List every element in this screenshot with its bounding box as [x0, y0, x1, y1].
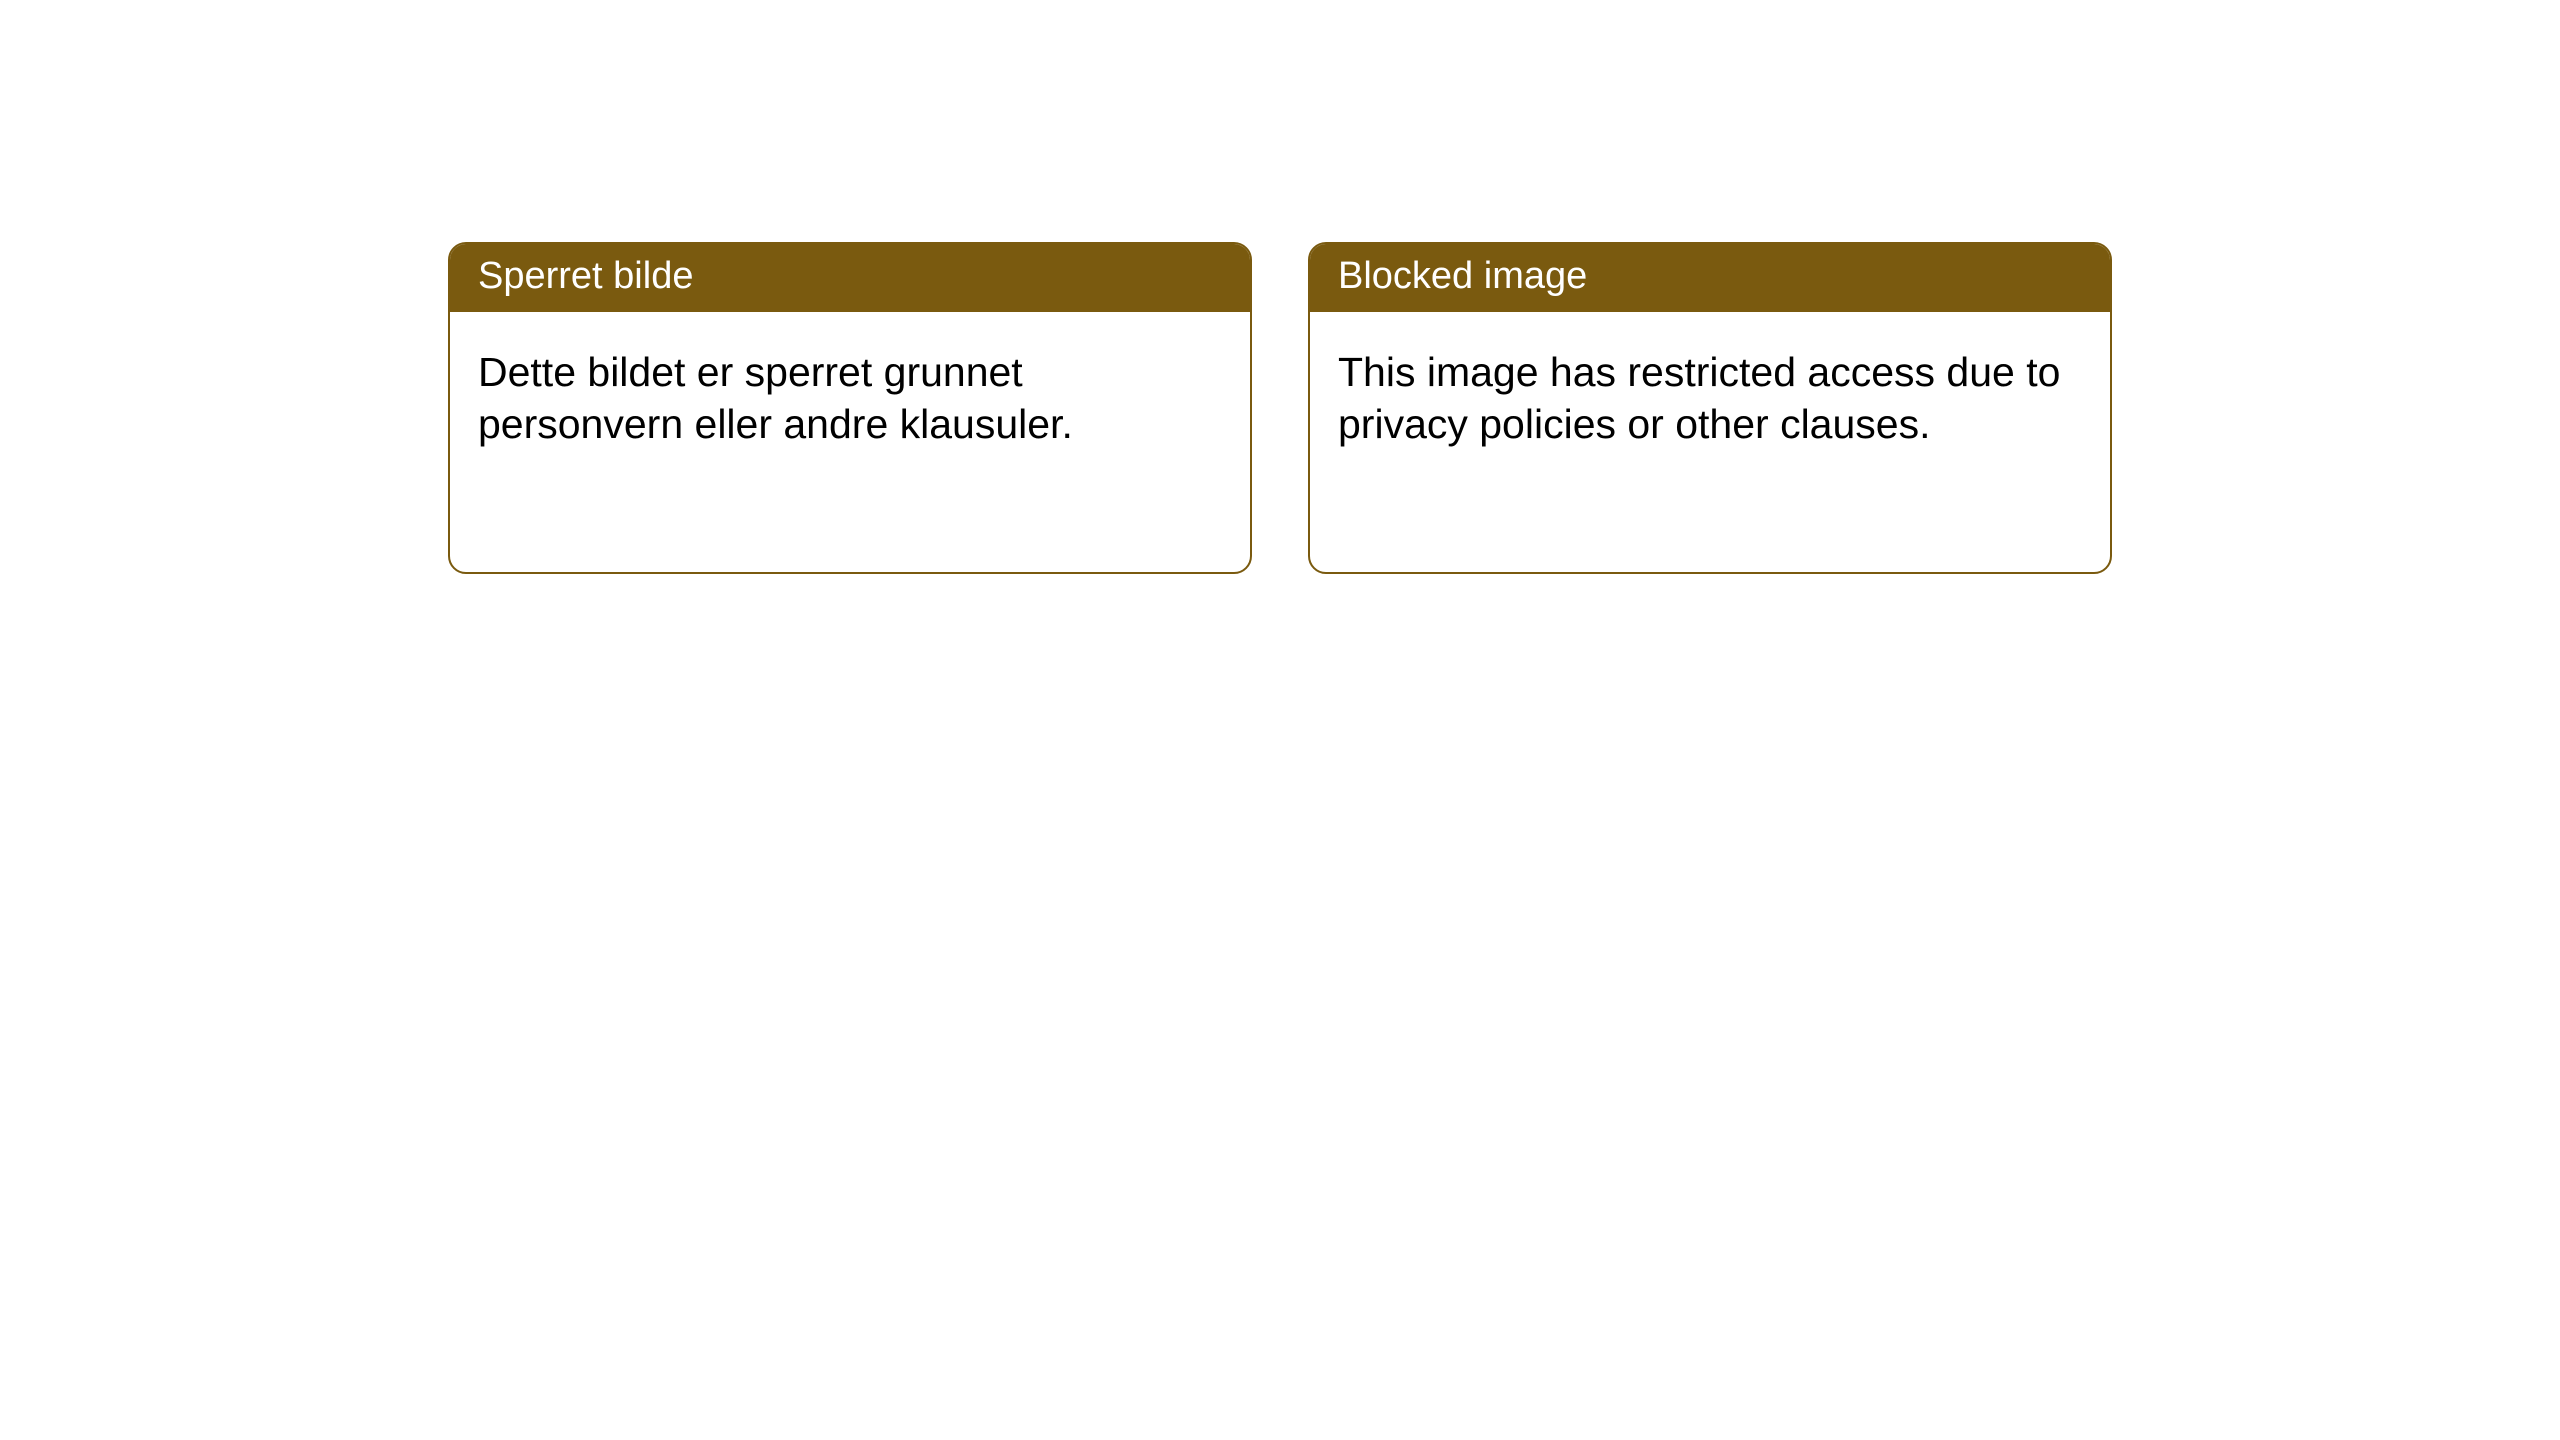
notice-body: Dette bildet er sperret grunnet personve… [450, 312, 1250, 485]
notice-box-english: Blocked image This image has restricted … [1308, 242, 2112, 574]
notice-header: Blocked image [1310, 244, 2110, 312]
notice-box-norwegian: Sperret bilde Dette bildet er sperret gr… [448, 242, 1252, 574]
notice-header: Sperret bilde [450, 244, 1250, 312]
notice-container: Sperret bilde Dette bildet er sperret gr… [0, 0, 2560, 574]
notice-body: This image has restricted access due to … [1310, 312, 2110, 485]
